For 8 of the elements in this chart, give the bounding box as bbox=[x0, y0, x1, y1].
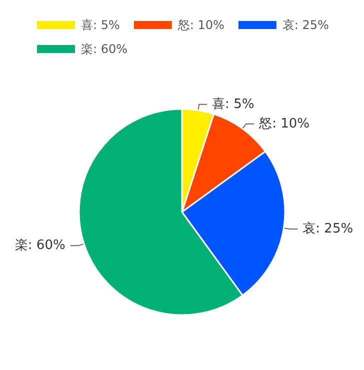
slice-label: 哀: 25% bbox=[302, 222, 354, 237]
legend-label: 喜: 5% bbox=[81, 18, 120, 32]
slice-label: 怒: 10% bbox=[258, 116, 310, 132]
legend-label: 怒: 10% bbox=[176, 18, 224, 32]
legend-label: 楽: 60% bbox=[81, 42, 128, 56]
legend-label: 哀: 25% bbox=[282, 18, 329, 32]
slice-label: 喜: 5% bbox=[212, 96, 254, 112]
slice-label: 楽: 60% bbox=[14, 238, 66, 254]
